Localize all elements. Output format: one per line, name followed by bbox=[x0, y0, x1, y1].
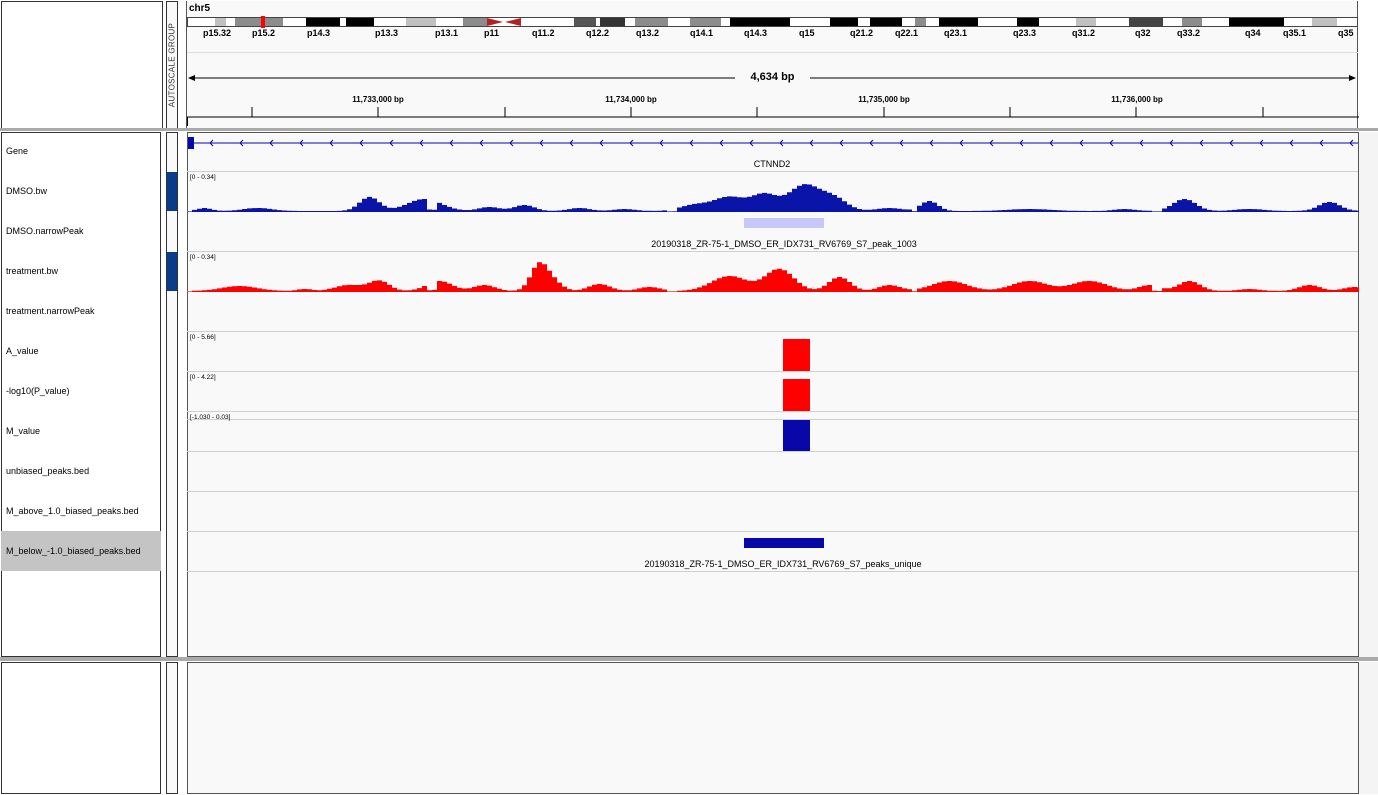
track-divider bbox=[187, 371, 1358, 372]
track-divider bbox=[187, 171, 1358, 172]
data-range-label: [-1.030 - 0.03] bbox=[190, 414, 231, 421]
track-name-m-below-peaks[interactable]: M_below_-1.0_biased_peaks.bed bbox=[6, 546, 141, 556]
feature-name-panel bbox=[1, 662, 161, 794]
track-divider bbox=[187, 491, 1358, 492]
track-divider bbox=[187, 251, 1358, 252]
cytoband-label: q12.2 bbox=[586, 28, 610, 38]
cytoband-label: q21.2 bbox=[850, 28, 874, 38]
data-range-label: [0 - 0.34] bbox=[190, 254, 216, 261]
track-name-dmso-narrowpeak[interactable]: DMSO.narrowPeak bbox=[6, 226, 84, 236]
a-value-bar[interactable] bbox=[783, 339, 810, 371]
strand-arrows bbox=[209, 139, 1354, 147]
dmso-signal-track[interactable] bbox=[187, 172, 1359, 212]
chromosome-ideogram[interactable] bbox=[187, 15, 1359, 29]
gene-exon bbox=[188, 137, 194, 149]
m-value-bar[interactable] bbox=[783, 420, 810, 451]
narrow-peak-label[interactable]: 20190318_ZR-75-1_DMSO_ER_IDX731_RV6769_S… bbox=[651, 239, 917, 249]
track-name-treatment-bw[interactable]: treatment.bw bbox=[6, 266, 59, 276]
cytoband-label: q35.1 bbox=[1283, 28, 1307, 38]
data-range-label: [0 - 5.66] bbox=[190, 334, 216, 341]
biased-peak-feature[interactable] bbox=[744, 538, 824, 548]
span-indicator bbox=[188, 75, 1356, 81]
cytoband-label: q23.1 bbox=[944, 28, 968, 38]
feature-attribute-panel bbox=[166, 662, 178, 794]
track-divider bbox=[187, 419, 1358, 420]
selected-track-highlight bbox=[1, 531, 161, 571]
p-value-bar[interactable] bbox=[783, 379, 810, 411]
track-name-m-value[interactable]: M_value bbox=[6, 426, 41, 436]
chromosome-name: chr5 bbox=[189, 3, 211, 14]
cytoband-label: p15.2 bbox=[252, 28, 276, 38]
data-range-label: [0 - 0.34] bbox=[190, 174, 216, 181]
scrollbar[interactable] bbox=[1359, 132, 1378, 657]
cytoband-label: q33.2 bbox=[1177, 28, 1201, 38]
cytoband-label: q14.1 bbox=[690, 28, 714, 38]
header-name-panel bbox=[1, 1, 163, 131]
cytoband-label: q31.2 bbox=[1072, 28, 1096, 38]
track-name-log10-p-value[interactable]: -log10(P_value) bbox=[6, 386, 70, 396]
cytoband-label: q15 bbox=[799, 28, 815, 38]
track-divider bbox=[187, 571, 1358, 572]
gene-label[interactable]: CTNND2 bbox=[753, 159, 791, 169]
cytoband-label: p15.32 bbox=[203, 28, 232, 38]
ruler-tick-label: 11,735,000 bp bbox=[858, 95, 910, 104]
panel-splitter[interactable] bbox=[0, 657, 1378, 661]
cytoband-label: p11 bbox=[484, 28, 500, 38]
track-divider bbox=[187, 531, 1358, 532]
ruler[interactable] bbox=[187, 104, 1359, 128]
data-range-label: [0 - 4.22] bbox=[190, 374, 216, 381]
feature-data-panel[interactable] bbox=[187, 662, 1359, 794]
cytoband-label: q35 bbox=[1338, 28, 1354, 38]
span-label: 4,634 bp bbox=[735, 71, 810, 83]
treatment-signal bbox=[187, 262, 1359, 292]
cytoband-label: p14.3 bbox=[307, 28, 331, 38]
track-name-treatment-narrowpeak[interactable]: treatment.narrowPeak bbox=[6, 306, 95, 316]
track-name-gene[interactable]: Gene bbox=[6, 146, 29, 156]
gene-track[interactable] bbox=[187, 136, 1359, 150]
biased-peak-label[interactable]: 20190318_ZR-75-1_DMSO_ER_IDX731_RV6769_S… bbox=[644, 559, 922, 569]
cytoband-label: q22.1 bbox=[895, 28, 919, 38]
cytoband-label: q14.3 bbox=[744, 28, 768, 38]
track-name-dmso-bw[interactable]: DMSO.bw bbox=[6, 186, 48, 196]
header-divider bbox=[187, 52, 1358, 53]
cytoband-label: q11.2 bbox=[532, 28, 555, 38]
ruler-tick-label: 11,736,000 bp bbox=[1111, 95, 1163, 104]
cytoband-label: p13.1 bbox=[435, 28, 459, 38]
current-region-marker bbox=[261, 16, 265, 28]
cytoband-label: q13.2 bbox=[636, 28, 660, 38]
track-divider bbox=[187, 451, 1358, 452]
cytoband-label: q32 bbox=[1135, 28, 1151, 38]
dmso-signal bbox=[187, 184, 1359, 212]
cytoband-label: p13.3 bbox=[375, 28, 399, 38]
treatment-signal-track[interactable] bbox=[187, 252, 1359, 292]
attribute-cell[interactable] bbox=[167, 172, 177, 211]
autoscale-group-label: AUTOSCALE GROUP bbox=[167, 22, 177, 108]
ruler-tick-label: 11,734,000 bp bbox=[605, 95, 657, 104]
cytoband-label: q34 bbox=[1245, 28, 1261, 38]
track-name-a-value[interactable]: A_value bbox=[6, 346, 39, 356]
ruler-tick-label: 11,733,000 bp bbox=[352, 95, 404, 104]
header-splitter[interactable] bbox=[0, 128, 1378, 131]
track-name-m-above-peaks[interactable]: M_above_1.0_biased_peaks.bed bbox=[6, 506, 139, 516]
cytoband-label: q23.3 bbox=[1013, 28, 1037, 38]
narrow-peak-feature[interactable] bbox=[744, 218, 824, 228]
attribute-cell[interactable] bbox=[167, 252, 177, 291]
track-divider bbox=[187, 411, 1358, 412]
track-name-unbiased-peaks[interactable]: unbiased_peaks.bed bbox=[6, 466, 90, 476]
track-divider bbox=[187, 331, 1358, 332]
scrollbar[interactable] bbox=[1359, 662, 1378, 794]
